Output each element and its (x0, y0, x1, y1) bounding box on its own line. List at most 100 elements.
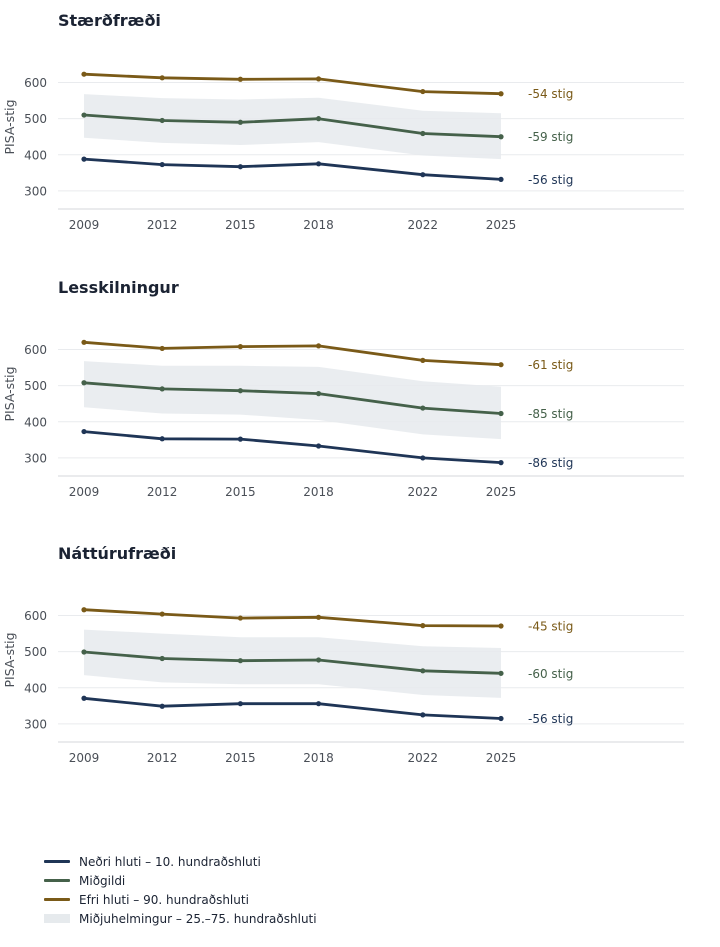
legend-item-band: Miðjuhelmingur – 25.–75. hundraðshluti (44, 909, 317, 928)
series-line-low (82, 430, 503, 465)
data-point-median (159, 655, 165, 662)
series-line-high (82, 72, 503, 96)
end-annotation-median: -59 stig (528, 130, 573, 144)
data-point-high (498, 623, 504, 629)
data-point-high (237, 344, 243, 350)
legend: Neðri hluti – 10. hundraðshluti Miðgildi… (44, 852, 317, 928)
data-point-low (498, 460, 504, 466)
data-point-low (81, 156, 87, 162)
y-tick-label: 300 (24, 451, 47, 465)
data-point-high (81, 71, 87, 77)
data-point-low (420, 455, 426, 461)
end-annotation-high: -54 stig (528, 87, 573, 101)
data-point-low (315, 443, 322, 449)
series-line-low (82, 157, 503, 181)
end-annotation-low: -56 stig (528, 712, 573, 726)
iqr-band (84, 361, 501, 440)
data-point-median (498, 410, 504, 417)
end-annotation-high: -45 stig (528, 620, 573, 634)
data-point-median (159, 117, 165, 124)
data-point-low (420, 712, 426, 718)
x-tick-label: 2015 (225, 218, 256, 232)
x-tick-label: 2012 (147, 485, 178, 499)
data-point-high (498, 91, 504, 97)
end-annotation-low: -56 stig (528, 173, 573, 187)
data-point-median (420, 668, 426, 674)
y-tick-label: 500 (24, 379, 47, 393)
data-point-high (420, 88, 426, 95)
y-tick-label: 600 (24, 76, 47, 90)
data-point-median (81, 380, 87, 386)
legend-item-median: Miðgildi (44, 871, 317, 890)
y-axis-label: PISA-stig (2, 100, 17, 155)
x-tick-label: 2015 (225, 485, 256, 499)
y-axis-label: PISA-stig (2, 633, 17, 688)
data-point-median (159, 386, 165, 392)
data-point-low (237, 436, 243, 442)
data-point-median (315, 116, 322, 122)
data-point-median (420, 405, 426, 411)
data-point-low (420, 172, 426, 178)
legend-swatch-high (44, 898, 70, 901)
panel-2: Lesskilningur PISA-stig 300 400 500 600 2009 20… (2, 278, 684, 499)
panel-title: Náttúrufræði (58, 544, 176, 563)
x-tick-label: 2009 (69, 218, 100, 232)
iqr-band (84, 629, 501, 698)
data-point-low (159, 436, 165, 442)
data-point-low (81, 428, 87, 435)
data-point-low (498, 176, 504, 182)
legend-label-band: Miðjuhelmingur – 25.–75. hundraðshluti (79, 911, 317, 926)
data-point-low (315, 701, 322, 707)
y-tick-label: 400 (24, 681, 47, 695)
series-line-median (82, 113, 503, 139)
y-tick-label: 600 (24, 609, 47, 623)
x-tick-label: 2009 (69, 751, 100, 765)
data-point-high (315, 614, 322, 620)
x-tick-label: 2018 (303, 218, 334, 232)
legend-swatch-median (44, 879, 70, 882)
end-annotation-median: -60 stig (528, 667, 573, 681)
y-tick-label: 500 (24, 645, 47, 659)
end-annotation-low: -86 stig (528, 456, 573, 470)
data-point-high (159, 75, 165, 81)
y-tick-label: 400 (24, 415, 47, 429)
legend-label-low: Neðri hluti – 10. hundraðshluti (79, 854, 261, 869)
x-tick-label: 2025 (486, 751, 517, 765)
x-tick-label: 2009 (69, 485, 100, 499)
data-point-high (81, 339, 87, 345)
data-point-high (420, 623, 426, 629)
x-tick-label: 2012 (147, 218, 178, 232)
x-tick-label: 2025 (486, 485, 517, 499)
data-point-high (237, 615, 243, 621)
data-point-median (81, 112, 87, 118)
end-annotation-median: -85 stig (528, 407, 573, 421)
y-tick-label: 300 (24, 717, 47, 731)
end-annotation-high: -61 stig (528, 358, 573, 372)
x-tick-label: 2018 (303, 485, 334, 499)
y-tick-label: 500 (24, 112, 47, 126)
panel-title: Stærðfræði (58, 11, 161, 30)
data-point-high (420, 357, 426, 363)
x-tick-label: 2022 (408, 485, 439, 499)
data-point-median (237, 119, 243, 125)
data-point-high (498, 362, 504, 368)
data-point-median (498, 670, 504, 676)
y-axis-label: PISA-stig (2, 367, 17, 422)
data-point-low (237, 701, 243, 707)
data-point-low (237, 164, 243, 170)
legend-swatch-low (44, 860, 70, 863)
data-point-low (315, 161, 322, 167)
data-point-median (81, 649, 87, 655)
data-point-low (159, 161, 165, 168)
x-tick-label: 2018 (303, 751, 334, 765)
data-point-high (81, 607, 87, 613)
series-line-high (82, 340, 503, 367)
y-tick-label: 300 (24, 184, 47, 198)
data-point-median (237, 658, 243, 664)
legend-label-high: Efri hluti – 90. hundraðshluti (79, 892, 249, 907)
panel-3: Náttúrufræði PISA-stig 300 400 500 600 2009 201… (2, 544, 684, 765)
series-line-median (82, 381, 503, 415)
data-point-high (315, 76, 322, 82)
panel-title: Lesskilningur (58, 278, 179, 297)
